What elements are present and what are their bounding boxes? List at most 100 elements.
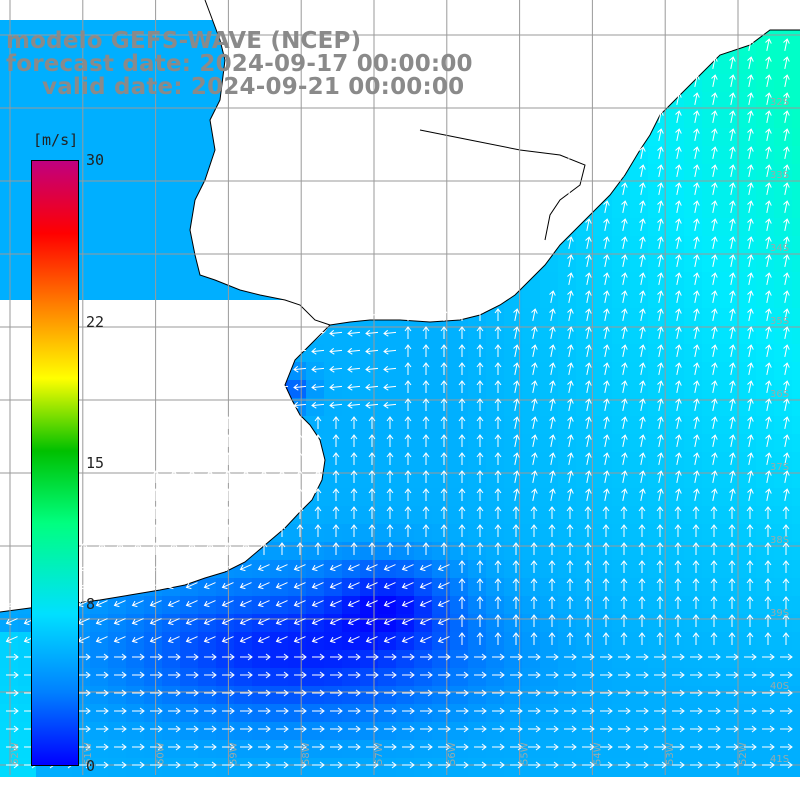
wind-arrow <box>765 272 772 285</box>
wind-speed-cell <box>594 596 613 615</box>
wind-arrow <box>422 524 430 537</box>
wind-arrow <box>494 434 502 447</box>
wind-speed-cell <box>792 722 800 741</box>
wind-speed-cell <box>594 452 613 471</box>
wind-speed-cell <box>450 686 469 705</box>
wind-arrow <box>693 110 700 123</box>
wind-speed-cell <box>666 434 685 453</box>
wind-speed-cell <box>468 452 487 471</box>
wind-arrow <box>618 653 631 661</box>
wind-speed-cell <box>378 560 397 579</box>
wind-speed-cell <box>666 362 685 381</box>
wind-arrow <box>513 380 520 393</box>
wind-speed-cell <box>702 434 721 453</box>
wind-arrow <box>603 146 610 159</box>
wind-arrow <box>693 290 700 303</box>
wind-arrow <box>747 380 754 393</box>
wind-arrow <box>186 743 199 751</box>
wind-speed-cell <box>432 632 451 651</box>
wind-speed-cell <box>738 128 757 147</box>
wind-arrow <box>692 560 700 573</box>
wind-speed-cell <box>630 722 649 741</box>
wind-arrow <box>294 671 307 679</box>
wind-arrow <box>438 689 451 697</box>
wind-arrow <box>729 164 736 177</box>
wind-speed-cell <box>306 686 325 705</box>
wind-arrow <box>549 380 556 393</box>
wind-speed-cell <box>630 740 649 759</box>
wind-speed-cell <box>594 434 613 453</box>
wind-arrow <box>657 218 664 231</box>
wind-speed-cell <box>594 686 613 705</box>
wind-speed-cell <box>792 308 800 327</box>
wind-speed-cell <box>540 758 559 777</box>
wind-speed-cell <box>126 218 145 237</box>
wind-arrow <box>711 74 718 87</box>
wind-speed-cell <box>486 614 505 633</box>
wind-arrow <box>693 218 700 231</box>
wind-arrow <box>330 743 343 751</box>
wind-arrow <box>332 434 340 447</box>
wind-arrow <box>783 470 790 483</box>
wind-speed-cell <box>234 578 253 597</box>
wind-arrow <box>711 38 718 51</box>
wind-arrow <box>693 416 700 429</box>
wind-speed-cell <box>630 380 649 399</box>
wind-speed-cell <box>666 560 685 579</box>
wind-speed-cell <box>18 92 37 111</box>
wind-arrow <box>186 653 199 661</box>
wind-arrow <box>386 434 394 447</box>
wind-speed-cell <box>468 758 487 777</box>
wind-arrow <box>312 653 325 661</box>
wind-arrow <box>510 725 523 733</box>
wind-speed-cell <box>558 344 577 363</box>
wind-speed-cell <box>396 488 415 507</box>
wind-arrow <box>764 614 772 627</box>
wind-arrow <box>654 761 667 769</box>
wind-speed-cell <box>558 290 577 309</box>
wind-arrow <box>242 524 250 537</box>
wind-speed-cell <box>774 380 793 399</box>
wind-arrow <box>296 524 304 537</box>
wind-arrow <box>656 524 664 537</box>
wind-speed-cell <box>504 452 523 471</box>
wind-arrow <box>438 653 451 661</box>
wind-arrow <box>656 542 664 555</box>
wind-speed-cell <box>198 668 217 687</box>
wind-arrow <box>603 218 610 231</box>
wind-speed-cell <box>306 632 325 651</box>
wind-speed-cell <box>648 470 667 489</box>
wind-speed-cell <box>684 740 703 759</box>
wind-speed-cell <box>306 578 325 597</box>
wind-speed-cell <box>558 470 577 489</box>
wind-arrow <box>494 506 502 519</box>
wind-speed-cell <box>774 308 793 327</box>
wind-arrow <box>567 236 574 249</box>
wind-arrow <box>206 488 214 501</box>
wind-arrow <box>726 743 739 751</box>
wind-speed-cell <box>162 596 181 615</box>
wind-arrow <box>621 344 628 357</box>
wind-arrow <box>603 452 610 465</box>
wind-speed-cell <box>252 686 271 705</box>
wind-speed-cell <box>504 722 523 741</box>
wind-arrow <box>528 689 541 697</box>
wind-arrow <box>708 725 721 733</box>
wind-arrow <box>548 614 556 627</box>
wind-speed-cell <box>198 56 217 75</box>
wind-speed-cell <box>612 254 631 273</box>
wind-arrow <box>150 689 163 697</box>
wind-arrow <box>402 653 415 661</box>
wind-arrow <box>402 671 415 679</box>
wind-arrow <box>131 636 144 644</box>
wind-arrow <box>567 398 574 411</box>
wind-arrow <box>783 308 790 321</box>
wind-arrow <box>402 707 415 715</box>
wind-arrow <box>585 110 592 123</box>
wind-speed-cell <box>756 56 775 75</box>
wind-arrow <box>276 689 289 697</box>
wind-speed-cell <box>522 722 541 741</box>
wind-arrow <box>404 488 412 501</box>
wind-speed-cell <box>90 614 109 633</box>
wind-speed-cell <box>630 452 649 471</box>
